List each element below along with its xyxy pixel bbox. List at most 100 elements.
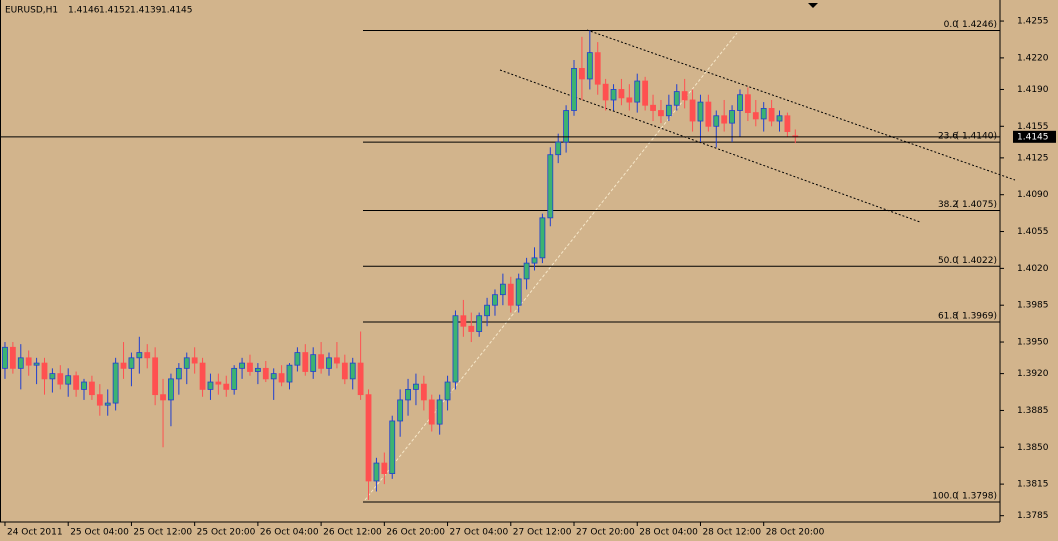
candle-body (705, 101, 712, 127)
candle-body (586, 52, 593, 80)
candle-body (776, 115, 783, 122)
candle-body (9, 346, 16, 369)
candle-body (618, 89, 625, 99)
candle-body (33, 362, 40, 366)
x-tick-label: 28 Oct 04:00 (639, 528, 698, 538)
y-tick-label: 1.3850 (1017, 443, 1049, 453)
candle-body (444, 381, 451, 401)
candle-body (341, 362, 348, 380)
symbol-label: EURUSD,H1 (5, 6, 58, 16)
candle-body (286, 364, 293, 383)
x-tick-label: 28 Oct 20:00 (766, 528, 825, 538)
candle-body (302, 352, 309, 372)
candle-body (602, 83, 609, 101)
x-tick-label: 26 Oct 12:00 (323, 528, 382, 538)
y-tick-label: 1.4255 (1017, 17, 1049, 27)
current-price-box (1013, 130, 1056, 143)
candle-body (207, 381, 214, 390)
candle-body (563, 110, 570, 143)
candle-body (515, 278, 522, 306)
fib-level-label: 50.0 (938, 256, 958, 266)
candle-body (468, 325, 475, 332)
candle-body (183, 357, 190, 369)
candle-body (57, 373, 64, 385)
candle-body (594, 52, 601, 85)
candle-body (318, 354, 325, 369)
candle-body (768, 107, 775, 122)
candle-body (96, 394, 103, 406)
candle-body (737, 94, 743, 111)
candle-body (555, 141, 562, 156)
candle-body (41, 362, 48, 380)
candle-body (452, 315, 459, 383)
candle-body (73, 375, 80, 390)
candle-body (673, 91, 680, 106)
x-tick-label: 24 Oct 2011 (7, 528, 63, 538)
candle-body (199, 362, 206, 390)
candle-body (397, 399, 404, 422)
y-tick-label: 1.4155 (1017, 122, 1049, 132)
candle-body (413, 383, 419, 390)
candle-body (658, 110, 664, 117)
candle-body (507, 283, 514, 306)
candle-body (531, 257, 538, 264)
y-tick-label: 1.3885 (1017, 406, 1049, 416)
candle-body (539, 217, 546, 259)
y-tick-label: 1.3950 (1017, 338, 1049, 348)
candle-body (492, 294, 498, 306)
candle-body (760, 107, 767, 120)
fib-level-label: 61.8 (938, 312, 958, 322)
x-tick-label: 27 Oct 12:00 (513, 528, 572, 538)
x-tick-label: 28 Oct 12:00 (702, 528, 761, 538)
candle-body (389, 420, 396, 474)
candle-body (713, 115, 720, 127)
candle-body (436, 399, 443, 425)
candle-body (326, 357, 332, 369)
candle-body (571, 68, 577, 111)
candle-body (136, 352, 143, 359)
candle-body (81, 381, 87, 390)
candle-body (160, 394, 166, 401)
candle-body (262, 367, 269, 380)
y-tick-label: 1.4055 (1017, 227, 1049, 237)
candle-body (310, 354, 317, 372)
y-tick-label: 1.3920 (1017, 369, 1049, 379)
trend-line (586, 29, 1016, 181)
candle-body (278, 373, 285, 383)
header-low: 1.4139 (130, 6, 162, 16)
candle-body (349, 362, 356, 380)
candle-body (334, 357, 340, 364)
x-tick-label: 25 Oct 12:00 (133, 528, 192, 538)
fib-price-label: ( 1.4075) (956, 200, 997, 210)
fib-level-label: 0.0 (944, 20, 959, 30)
candle-body (223, 383, 230, 390)
candle-body (17, 357, 24, 369)
fib-price-label: ( 1.4246) (956, 20, 997, 30)
candle-body (215, 381, 222, 385)
candle-body (365, 394, 372, 482)
candle-body (681, 91, 688, 101)
candle-body (721, 115, 728, 124)
candle-body (381, 462, 388, 474)
candle-body (2, 346, 8, 369)
y-tick-label: 1.4220 (1017, 53, 1049, 63)
candle-body (128, 357, 135, 369)
x-tick-label: 26 Oct 20:00 (386, 528, 445, 538)
candle-body (547, 154, 554, 219)
candle-body (626, 97, 633, 103)
fib-price-label: ( 1.3969) (956, 312, 997, 322)
y-tick-label: 1.4190 (1017, 85, 1049, 95)
fib-level-label: 38.2 (938, 200, 958, 210)
y-tick-label: 1.4090 (1017, 190, 1049, 200)
candle-body (144, 352, 151, 359)
candle-body (634, 80, 641, 103)
candle-body (239, 362, 245, 369)
candle-body (650, 104, 656, 111)
candle-body (152, 357, 159, 396)
candle-body (65, 375, 72, 385)
candle-body (729, 110, 735, 124)
candle-body (752, 112, 759, 120)
candle-body (270, 373, 277, 380)
